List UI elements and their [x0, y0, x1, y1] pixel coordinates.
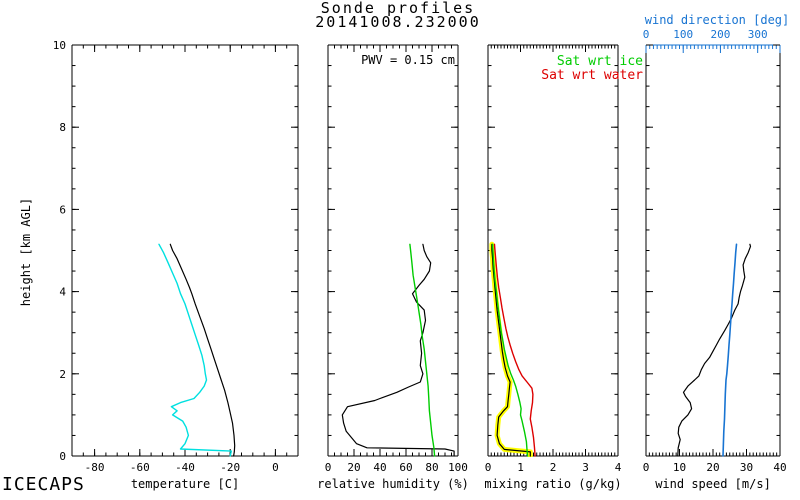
panel-relative-humidity: 0 20 40 60 80 100 relative humidity (%) PWV = 0… [317, 44, 469, 491]
x-tick-label: 60 [399, 461, 412, 474]
x-tick-label: 20 [706, 461, 719, 474]
series-dewpoint [158, 243, 233, 457]
x-tick-label: 80 [425, 461, 438, 474]
chart-title-line1: Sonde profiles [320, 0, 476, 17]
x-tick-label: 0 [485, 461, 492, 474]
y-tick-label: 4 [59, 286, 66, 299]
x-tick-label: -40 [175, 461, 195, 474]
series-wind-speed [677, 243, 752, 457]
y-tick-label: 10 [53, 39, 66, 52]
series-relative-humidity [341, 243, 455, 457]
x-tick-label: 0 [325, 461, 332, 474]
x-tick-label: 0 [272, 461, 279, 474]
y-tick-label: 2 [59, 368, 66, 381]
legend-entry: Sat wrt ice [557, 54, 643, 69]
series-temperature [169, 243, 236, 457]
x-axis-label-relative-humidity: relative humidity (%) [317, 477, 469, 491]
series-mixing-ratio [491, 243, 531, 457]
x-tick-label: 40 [773, 461, 786, 474]
y-tick-label: 0 [59, 450, 66, 463]
wind-direction-tick-label: 200 [711, 28, 731, 41]
chart-title-line2: 20141008.232000 [315, 13, 481, 31]
x-tick-label: 2 [550, 461, 557, 474]
x-tick-label: -60 [130, 461, 150, 474]
x-tick-label: 4 [615, 461, 622, 474]
x-tick-label: 30 [740, 461, 753, 474]
x-tick-label: 10 [673, 461, 686, 474]
pwv-annotation: PWV = 0.15 cm [361, 53, 455, 67]
chart-title: Sonde profiles 20141008.232000 [0, 0, 796, 31]
wind-direction-tick-label: 300 [748, 28, 768, 41]
x-tick-label: 3 [582, 461, 589, 474]
x-tick-label: 20 [347, 461, 360, 474]
panel-temperature: -80 -60 -40 -20 0 0 2 4 6 8 10 temperature [C] [53, 39, 299, 491]
series-sat-wrt-water [493, 243, 536, 457]
series-ice-saturation-rh [409, 243, 436, 457]
x-axis-label-mixing-ratio: mixing ratio (g/kg) [484, 477, 621, 491]
y-axis-label-height: height [km AGL] [19, 198, 33, 306]
x-tick-label: 40 [373, 461, 386, 474]
wind-direction-tick-label: 100 [673, 28, 693, 41]
series-wind-direction [722, 243, 738, 457]
x-axis-label-temperature: temperature [C] [131, 477, 239, 491]
top-axis-label-wind-direction: wind direction [deg] [645, 13, 790, 27]
y-tick-label: 8 [59, 121, 66, 134]
wind-direction-tick-label: 0 [643, 28, 650, 41]
series-sat-wrt-ice [491, 243, 529, 457]
x-axis-label-wind: wind speed [m/s] [655, 477, 771, 491]
x-tick-label: 1 [517, 461, 524, 474]
y-tick-label: 6 [59, 203, 66, 216]
x-tick-label: -20 [220, 461, 240, 474]
x-tick-label: 0 [643, 461, 650, 474]
icecaps-label: ICECAPS [2, 474, 85, 495]
x-tick-label: -80 [85, 461, 105, 474]
x-tick-label: 100 [448, 461, 468, 474]
legend-entry: Sat wrt water [541, 68, 643, 83]
